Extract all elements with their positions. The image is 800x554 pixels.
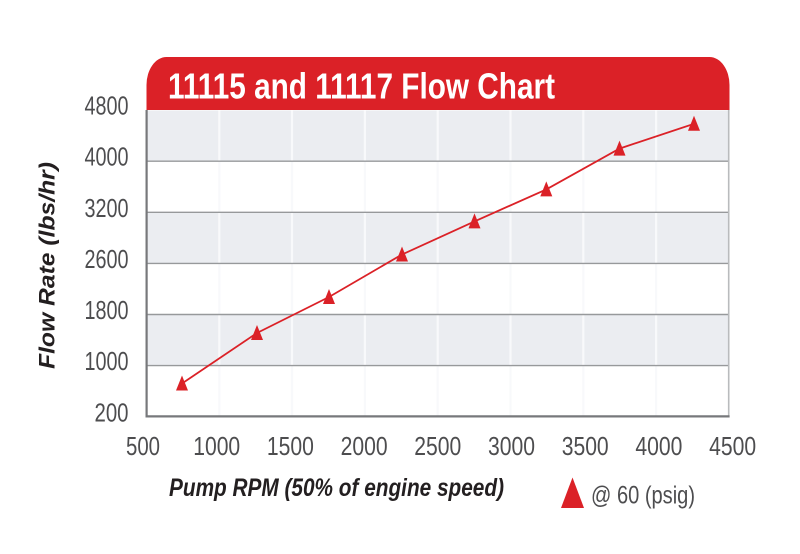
svg-text:11115 and 11117 Flow Chart: 11115 and 11117 Flow Chart bbox=[168, 66, 555, 107]
svg-text:Flow Rate (lbs/hr): Flow Rate (lbs/hr) bbox=[35, 162, 60, 369]
svg-text:3500: 3500 bbox=[562, 431, 609, 461]
svg-text:4000: 4000 bbox=[635, 431, 682, 461]
svg-text:4000: 4000 bbox=[85, 142, 129, 172]
svg-text:3000: 3000 bbox=[488, 431, 535, 461]
svg-text:4500: 4500 bbox=[709, 431, 756, 461]
svg-text:500: 500 bbox=[126, 431, 160, 461]
svg-text:Pump RPM (50% of engine speed): Pump RPM (50% of engine speed) bbox=[169, 474, 504, 502]
svg-text:2600: 2600 bbox=[85, 244, 129, 274]
svg-text:2000: 2000 bbox=[341, 431, 388, 461]
svg-text:2500: 2500 bbox=[414, 431, 461, 461]
svg-text:4800: 4800 bbox=[85, 91, 129, 121]
svg-text:@ 60 (psig): @ 60 (psig) bbox=[591, 481, 695, 509]
svg-text:1800: 1800 bbox=[85, 295, 129, 325]
svg-text:1000: 1000 bbox=[85, 346, 129, 376]
svg-text:200: 200 bbox=[95, 397, 129, 427]
svg-text:1000: 1000 bbox=[193, 431, 240, 461]
svg-text:1500: 1500 bbox=[267, 431, 314, 461]
svg-text:3200: 3200 bbox=[85, 193, 129, 223]
